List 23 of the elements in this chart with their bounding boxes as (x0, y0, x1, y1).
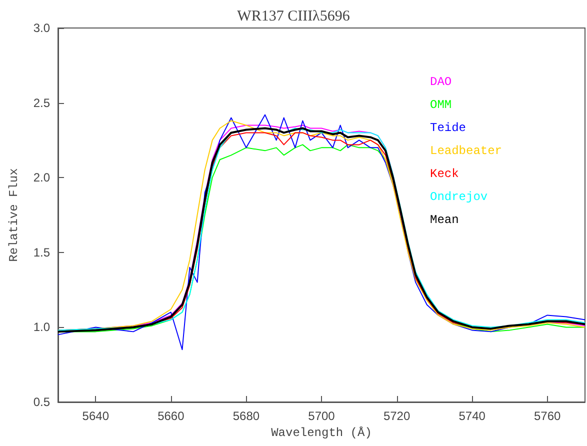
y-tick-label: 0.5 (33, 395, 50, 409)
text: Leadbeater (430, 144, 502, 158)
text: Ondrejov (430, 190, 488, 204)
x-tick-label: 5640 (82, 409, 110, 423)
y-tick-label: 1.5 (33, 245, 50, 260)
y-tick-label: 2.5 (33, 96, 50, 110)
text: Keck (430, 167, 459, 181)
text: Teide (430, 121, 466, 135)
chart-title: WR137 CIIIλ5696 (237, 8, 350, 24)
text: OMM (430, 98, 452, 112)
y-tick-label: 3.0 (33, 21, 50, 35)
x-tick-label: 5660 (158, 409, 185, 423)
x-tick-label: 5680 (232, 409, 260, 423)
x-tick-label: 5720 (383, 409, 410, 423)
x-tick-label: 5740 (458, 409, 486, 423)
x-tick-label: 5700 (308, 409, 336, 423)
x-tick-label: 5760 (534, 409, 562, 423)
y-tick-label: 2.0 (33, 170, 50, 185)
y-axis-title: Relative Flux (7, 168, 21, 262)
text: Mean (430, 213, 459, 227)
x-axis-title: Wavelength (Å) (271, 426, 372, 440)
y-tick-label: 1.0 (33, 320, 50, 334)
text: DAO (430, 75, 452, 89)
